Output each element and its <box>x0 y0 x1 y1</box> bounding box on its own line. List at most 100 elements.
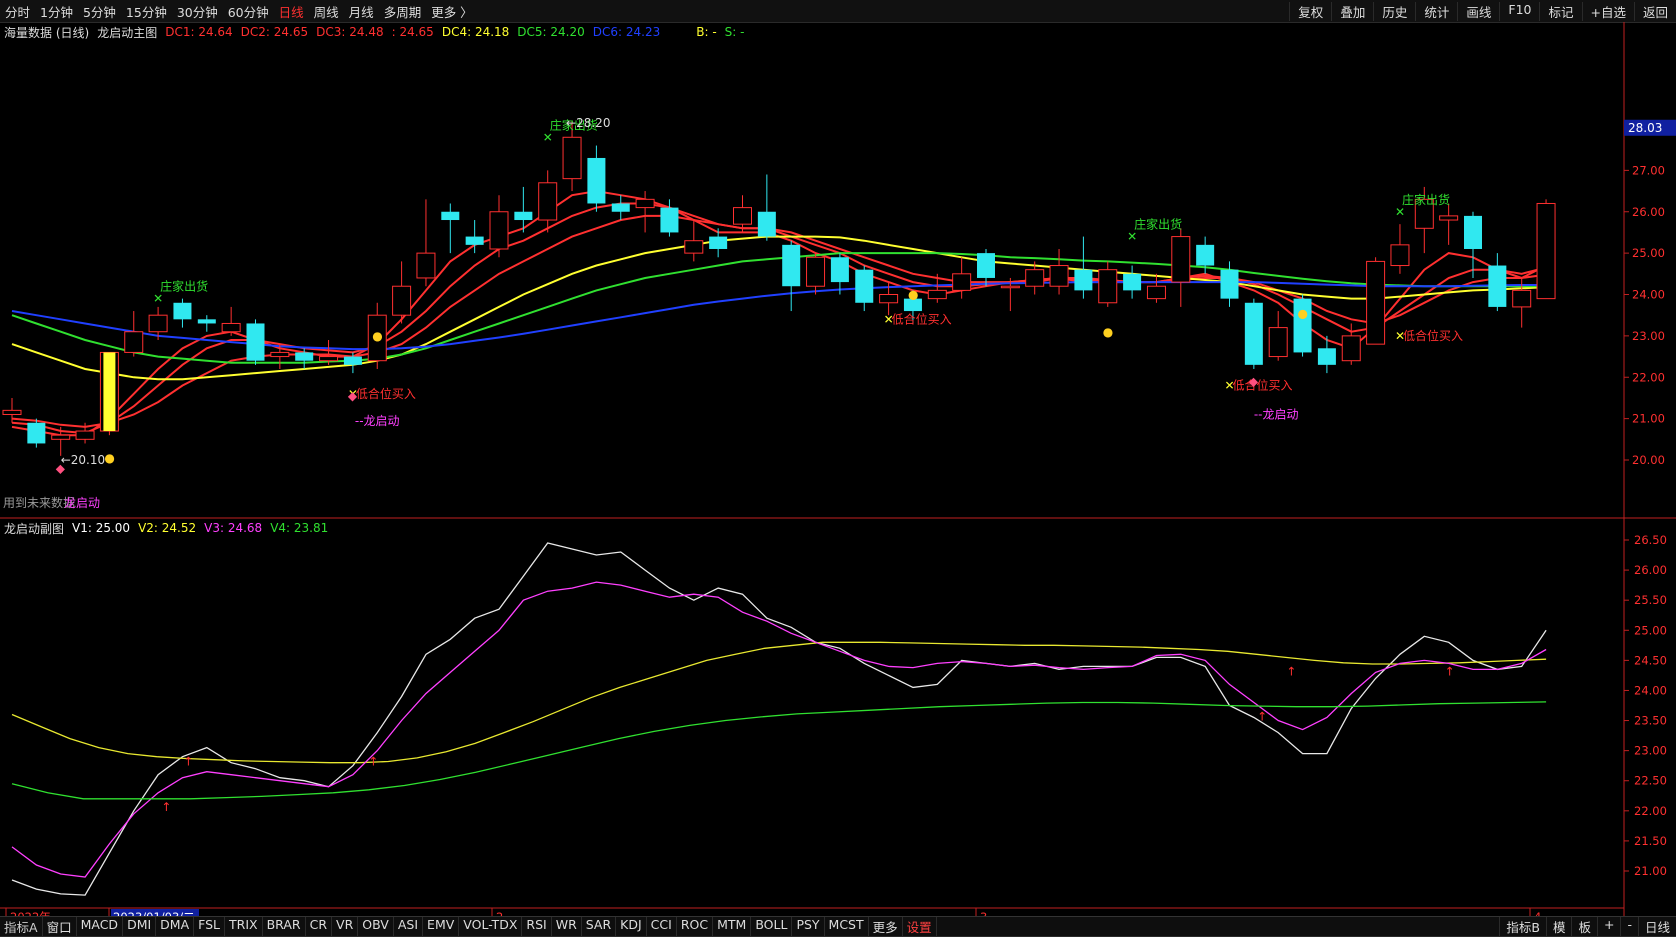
sub-y-tick-label: 22.50 <box>1634 774 1667 788</box>
indicator-tab[interactable]: CCI <box>647 917 677 936</box>
ma-line-dc5 <box>11 252 1547 364</box>
candle-body <box>221 322 241 333</box>
toolbar-button[interactable]: +自选 <box>1581 1 1634 21</box>
indicator-value: V1: 25.00 <box>72 521 131 535</box>
main-y-tick-label: 27.00 <box>1632 163 1665 177</box>
indicator-tab[interactable]: 更多 <box>869 917 903 936</box>
indicator-tab[interactable]: TRIX <box>225 917 263 936</box>
period-tab[interactable]: 日线 <box>278 4 304 20</box>
indicator-tab[interactable]: VR <box>332 917 359 936</box>
period-tab[interactable]: 月线 <box>348 4 374 20</box>
toolbar-button[interactable]: 统计 <box>1415 1 1457 21</box>
indicator-tab[interactable]: MTM <box>713 917 752 936</box>
candle-body <box>1123 273 1142 291</box>
period-tab[interactable]: 60分钟 <box>227 4 269 20</box>
indicator-tab[interactable]: BOLL <box>751 917 793 936</box>
indicator-tab[interactable]: FSL <box>194 917 226 936</box>
indicator-tab[interactable]: DMA <box>156 917 195 936</box>
period-tab[interactable]: 30分钟 <box>176 4 218 20</box>
toolbar-button[interactable]: 画线 <box>1457 1 1499 21</box>
toolbar-button[interactable]: 返回 <box>1633 1 1676 21</box>
toolbar-button[interactable]: 历史 <box>1373 1 1415 21</box>
period-toolbar: 分时 1分钟 5分钟 15分钟 30分钟 60分钟 日线 周线 月线 多周期 更多 〉 复权 叠加 历史… <box>0 0 1676 23</box>
indicator-right-button[interactable]: 板 <box>1571 917 1597 936</box>
buy-signal-label: 低合位买入 <box>892 311 952 326</box>
ma-line-dc4 <box>11 235 1547 381</box>
indicator-tab[interactable]: PSY <box>792 917 825 936</box>
indicator-tab[interactable]: 设置 <box>903 917 937 936</box>
indicator-right-button[interactable]: - <box>1620 917 1638 936</box>
candle-body <box>367 314 387 362</box>
indicator-tab[interactable]: DMI <box>123 917 157 936</box>
candle-body <box>319 356 339 362</box>
indicator-right-button[interactable]: + <box>1596 917 1620 936</box>
candle-body <box>1390 244 1410 267</box>
indicator-right-button[interactable]: 模 <box>1545 917 1572 936</box>
period-tab[interactable]: 分时 <box>5 4 31 20</box>
sub-line-v3 <box>11 581 1547 878</box>
candle-body <box>757 211 776 237</box>
period-tab[interactable]: 1分钟 <box>40 4 73 20</box>
indicator-tab[interactable]: ASI <box>394 917 424 936</box>
indicator-tab[interactable]: WR <box>552 917 582 936</box>
indicator-tab[interactable]: CR <box>306 917 333 936</box>
indicator-tab[interactable]: MACD <box>77 917 124 936</box>
toolbar-button[interactable]: 叠加 <box>1331 1 1373 21</box>
indicator-tab[interactable]: ROC <box>677 917 714 936</box>
indicator-tab[interactable]: EMV <box>423 917 460 936</box>
indicator-value: V3: 24.68 <box>204 521 263 535</box>
main-y-tick-label: 25.00 <box>1632 246 1665 260</box>
indicator-right-tools: 指标B 模板 + - 日线 <box>1499 917 1676 936</box>
indicator-right-button[interactable]: 日线 <box>1637 917 1676 936</box>
toolbar-button[interactable]: 复权 <box>1289 1 1331 21</box>
candle-body <box>27 422 46 444</box>
main-indicator-values: DC1: 24.64 DC2: 24.65 DC3: 24.48: 24.65 DC4… <box>165 25 752 39</box>
indicator-tab[interactable]: BRAR <box>263 917 306 936</box>
candle-body <box>1536 202 1556 300</box>
candle-body <box>903 298 922 312</box>
candle-body <box>197 319 216 324</box>
start-signal-label: --龙启动 <box>1254 408 1299 422</box>
indicator-tab[interactable]: 窗口 <box>43 917 77 936</box>
indicator-tabs: 指标A 窗口 MACD DMI DMA FSL TRIX BRAR CR VR OBV ASI EMV V… <box>0 917 937 936</box>
period-tab[interactable]: 15分钟 <box>125 4 167 20</box>
sub-up-arrow-icon: ↑ <box>1445 664 1455 678</box>
indicator-right-button[interactable]: 指标B <box>1499 917 1546 936</box>
main-indicator-name[interactable]: 龙启动主图 <box>97 25 158 40</box>
period-tab[interactable]: 更多 〉 <box>431 4 473 20</box>
main-y-tick-label: 20.00 <box>1632 453 1665 467</box>
sub-indicator-name[interactable]: 龙启动副图 <box>4 521 65 536</box>
indicator-value: DC4: 24.18 <box>441 25 510 39</box>
candle-body <box>855 269 874 303</box>
period-tabs: 分时 1分钟 5分钟 15分钟 30分钟 60分钟 日线 周线 月线 多周期 更多 〉 <box>0 2 478 21</box>
period-tab[interactable]: 5分钟 <box>82 4 116 20</box>
signal-cross-icon: ✕ <box>543 130 553 144</box>
indicator-tab[interactable]: 指标A <box>0 917 43 936</box>
indicator-tab[interactable]: SAR <box>582 917 617 936</box>
indicator-tab[interactable]: KDJ <box>616 917 647 936</box>
sub-line-v2 <box>11 641 1547 764</box>
period-tab[interactable]: 周线 <box>313 4 339 20</box>
candle-body <box>952 273 972 291</box>
indicator-value: S: - <box>724 25 745 39</box>
indicator-tab[interactable]: VOL-TDX <box>459 917 523 936</box>
candle-body <box>1366 260 1386 345</box>
indicator-value: : 24.65 <box>391 25 434 39</box>
indicator-tab[interactable]: OBV <box>358 917 394 936</box>
period-tab[interactable]: 多周期 <box>383 4 422 20</box>
candle-body <box>514 211 533 221</box>
indicator-tab[interactable]: RSI <box>522 917 552 936</box>
smiley-icon: ● <box>908 288 918 302</box>
signal-cross-icon: ✕ <box>348 387 358 401</box>
sub-y-tick-label: 26.50 <box>1634 533 1667 547</box>
sub-y-tick-label: 26.00 <box>1634 563 1667 577</box>
toolbar-button[interactable]: 标记 <box>1539 1 1581 21</box>
sub-up-arrow-icon: ↑ <box>1257 710 1267 724</box>
indicator-tab[interactable]: MCST <box>825 917 869 936</box>
start-signal-label: 龙启动 <box>64 496 100 510</box>
toolbar-button[interactable]: F10 <box>1499 1 1539 21</box>
gem-icon: ◆ <box>1249 375 1259 389</box>
candle-body <box>489 211 509 250</box>
candle-body <box>2 409 22 415</box>
